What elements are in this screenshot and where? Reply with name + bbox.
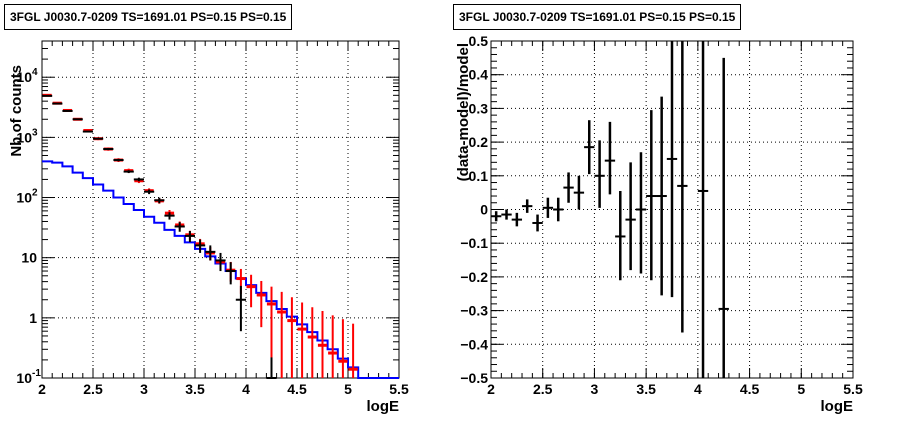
y-tick-label: −0.3: [460, 303, 488, 319]
y-tick-label: −0.5: [460, 370, 488, 386]
x-tick-label: 4: [242, 381, 250, 397]
y-tick-exponent: 4: [32, 67, 38, 78]
y-tick-label: −0.4: [460, 336, 488, 352]
x-tick-label: 3: [591, 381, 599, 397]
y-tick-exponent: 3: [32, 127, 38, 138]
x-axis-label: logE: [367, 398, 400, 415]
y-tick-label: −0.1: [460, 235, 488, 251]
x-tick-label: 2: [487, 381, 495, 397]
x-tick-label: 5: [344, 381, 352, 397]
x-tick-label: 5: [797, 381, 805, 397]
y-tick-label: 10: [16, 69, 32, 85]
x-tick-label: 4.5: [287, 381, 307, 397]
x-tick-label: 2: [38, 381, 46, 397]
y-axis-label: Nb of counts: [8, 65, 25, 157]
y-tick-label: 0: [480, 202, 488, 218]
y-tick-label: 10: [16, 370, 32, 386]
y-tick-label: 10: [16, 129, 32, 145]
y-tick-label: 0.3: [469, 100, 489, 116]
x-tick-label: 4.5: [740, 381, 760, 397]
y-tick-label: 0.2: [469, 134, 489, 150]
x-tick-label: 3.5: [185, 381, 205, 397]
residuals-chart: 2 2.5 3 3.5 4 4.5 5 5.5 −0.5 −0.4 −0.3 −0.2 −0.1 0 0.1…: [455, 33, 863, 415]
y-tick-label: 10: [21, 250, 37, 266]
x-axis-label: logE: [821, 398, 854, 415]
y-tick-label: 10: [16, 190, 32, 206]
counts-chart-title: 3FGL J0030.7-0209 TS=1691.01 PS=0.15 PS=…: [4, 4, 293, 30]
x-tick-label: 4: [694, 381, 702, 397]
counts-panel: 2 2.5 3 3.5 4 4.5 5 5.5 10 -1 1 10 10 2 10 3 10 4 logE Nb o…: [4, 4, 409, 415]
residuals-chart-title: 3FGL J0030.7-0209 TS=1691.01 PS=0.15 PS=…: [453, 4, 742, 30]
x-tick-label: 2.5: [83, 381, 103, 397]
y-tick-label: −0.2: [460, 269, 488, 285]
x-tick-label: 3: [140, 381, 148, 397]
residuals-panel: 2 2.5 3 3.5 4 4.5 5 5.5 −0.5 −0.4 −0.3 −0.2 −0.1 0 0.1…: [449, 0, 898, 421]
y-tick-label: 0.1: [469, 168, 489, 184]
plot-frame: [41, 40, 400, 379]
y-tick-label: 0.4: [469, 67, 489, 83]
y-axis-label: (data-model)/model: [455, 43, 472, 181]
y-tick-label: 0.5: [469, 33, 489, 49]
y-tick-exponent: 2: [32, 188, 38, 199]
x-tick-label: 2.5: [533, 381, 553, 397]
x-tick-label: 5.5: [389, 381, 409, 397]
y-tick-exponent: -1: [32, 368, 41, 379]
x-tick-label: 5.5: [843, 381, 863, 397]
y-tick-label: 1: [29, 310, 37, 326]
x-tick-label: 3.5: [636, 381, 656, 397]
model-histogram-line: [42, 160, 399, 379]
